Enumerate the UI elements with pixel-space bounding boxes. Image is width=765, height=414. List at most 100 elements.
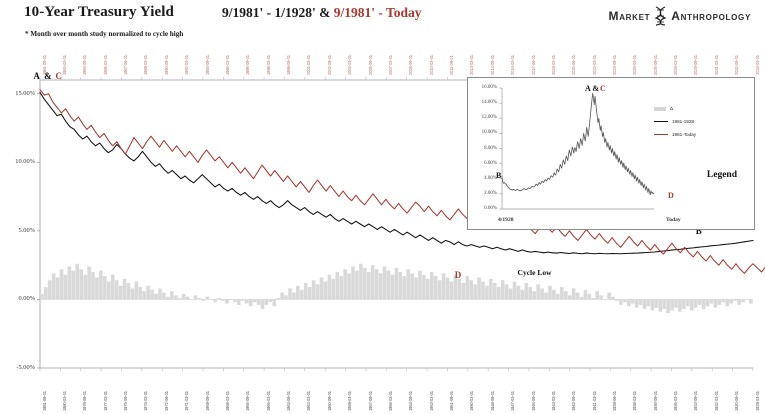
top-axis-tick-label: 1990-09-01 [163, 55, 169, 75]
bottom-axis-tick-label: 1975-09-01 [123, 391, 129, 411]
top-axis-tick-label: 2011-09-01 [449, 55, 455, 75]
top-axis-tick-label: 2013-03-01 [469, 55, 475, 75]
inset-series-line [501, 92, 655, 196]
page-title: 10-Year Treasury Yield [24, 4, 174, 20]
top-axis-tick-label: 2017-09-01 [530, 55, 536, 75]
inset-y-axis-label: 10.00% [481, 130, 497, 136]
brand-logo: Market Anthropology [609, 6, 752, 26]
bottom-axis-tick-label: 1977-03-01 [102, 391, 108, 411]
legend-swatch-line-black-icon [654, 121, 668, 122]
bottom-axis-tick-label: 1962-03-01 [306, 391, 312, 411]
top-axis-tick-label: 2019-03-01 [550, 55, 556, 75]
top-axis-tick-label: 2034-03-01 [754, 55, 760, 75]
annotation-d: D [454, 269, 462, 280]
footnote: * Month over month study normalized to c… [25, 30, 184, 38]
bottom-axis-tick-label: 1980-03-01 [61, 391, 67, 411]
inset-y-axis-label: 2.00% [484, 190, 497, 196]
inset-annotation-b: B [496, 171, 502, 180]
legend-label-1981-1928: 1981-1928 [672, 119, 694, 124]
bottom-axis-tick-label: 1939-09-01 [612, 391, 617, 411]
legend-item-delta: Δ [654, 102, 746, 115]
delta-bars-series [40, 263, 753, 314]
legend-label-delta: Δ [670, 106, 674, 111]
y-axis-label: -5.00% [16, 364, 35, 371]
top-axis-tick-label: 2014-09-01 [489, 55, 495, 75]
bottom-axis-tick-label: 1950-03-01 [469, 391, 475, 411]
bottom-axis-tick-label: 1972-09-01 [163, 391, 169, 411]
annotation-c: C [55, 71, 63, 82]
legend-item-1981-1928: 1981-1928 [654, 115, 746, 128]
inset-y-axis-label: 6.00% [484, 160, 497, 166]
bottom-axis-tick-label: 1936-09-01 [652, 391, 658, 411]
inset-y-axis-label: 12.00% [481, 115, 497, 121]
top-axis-tick-label: 2004-03-01 [347, 55, 353, 75]
bottom-axis-tick-label: 1957-09-01 [367, 391, 373, 411]
inset-x-start-label: 4/1928 [498, 217, 514, 223]
legend-label-1981-today: 1981-Today [672, 132, 697, 137]
top-axis-tick-label: 2025-03-01 [632, 55, 638, 75]
annotation-a: A [33, 71, 40, 82]
top-axis-tick-label: 1998-03-01 [265, 55, 271, 75]
top-axis-tick-label: 1992-03-01 [184, 55, 190, 75]
bottom-axis-tick-label: 1935-03-01 [673, 391, 679, 411]
bottom-axis-tick-label: 1944-03-01 [550, 391, 556, 411]
legend-swatch-line-red-icon [654, 134, 668, 135]
bottom-axis-tick-label: 1956-03-01 [387, 391, 393, 411]
bottom-axis-tick-label: 1978-09-01 [82, 391, 88, 411]
bottom-axis-tick-label: 1960-09-01 [326, 391, 332, 411]
bottom-axis-tick-label: 1929-03-01 [754, 391, 760, 411]
top-axis-tick-label: 2029-09-01 [693, 55, 699, 75]
top-axis-tick-label: 2031-03-01 [713, 55, 719, 75]
y-axis-label: 5.00% [18, 226, 35, 234]
top-axis-tick-label: 2007-03-01 [387, 55, 393, 75]
bottom-axis-tick-label: 1933-09-01 [693, 391, 699, 411]
inset-annotation-a: A & [585, 84, 599, 93]
bottom-axis-tick-label: 1932-03-01 [713, 391, 719, 411]
bottom-axis-tick-label: 1945-09-01 [530, 391, 536, 411]
inset-annotation-d: D [668, 191, 674, 200]
bottom-axis-tick-label: 1963-09-01 [286, 391, 292, 411]
bottom-axis-tick-label: 1959-03-01 [347, 391, 353, 411]
inset-chart-panel: 16.00% 14.00% 12.00% 10.00% 8.00% 6.00% 4.00% 2… [467, 77, 755, 230]
bottom-axis-tick-label: 1953-03-01 [428, 391, 434, 411]
bottom-axis-tick-label: 1930-09-01 [734, 391, 740, 411]
subtitle-red-part: 9/1981' - Today [333, 5, 422, 20]
bottom-axis-tick-label: 1968-03-01 [224, 391, 230, 411]
top-axis-tick-label: 2026-09-01 [652, 55, 658, 75]
legend-title: Legend [706, 170, 737, 180]
y-axis-label: 10.00% [15, 158, 35, 166]
top-axis-tick-label: 2005-09-01 [367, 55, 373, 75]
y-axis-label: 0.00% [18, 295, 35, 303]
bottom-axis-tick-label: 1947-03-01 [510, 391, 516, 411]
bottom-axis-tick-label: 1981-09-01 [41, 391, 47, 411]
top-axis-tick-label: 2002-09-01 [326, 55, 332, 75]
bottom-axis-tick-label: 1974-03-01 [143, 391, 149, 411]
dna-helix-icon [654, 6, 667, 26]
bottom-axis-tick-label: 1954-09-01 [408, 391, 414, 411]
top-axis-tick-label: 1987-09-01 [123, 55, 129, 75]
top-axis-tick-label: 1989-03-01 [143, 55, 149, 75]
inset-y-axis-label: 4.00% [484, 175, 497, 181]
annotation-cycle-low: Cycle Low [517, 267, 552, 277]
inset-y-axis-label: 14.00% [481, 100, 497, 106]
bottom-axis-tick-label: 1969-09-01 [204, 391, 210, 411]
top-axis-tick-label: 2023-09-01 [612, 55, 617, 75]
legend-swatch-area-icon [654, 106, 666, 111]
top-axis-tick-label: 2008-09-01 [408, 55, 414, 75]
top-axis-tick-label: 1999-09-01 [286, 55, 292, 75]
page-subtitle: 9/1981' - 1/1928' & 9/1981' - Today [222, 5, 422, 21]
logo-text-anthropology: Anthropology [671, 9, 751, 23]
bottom-axis-tick-label: 1971-03-01 [184, 391, 190, 411]
top-axis-tick-label: 1984-09-01 [82, 55, 88, 75]
inset-x-end-label: Today [666, 217, 681, 223]
top-axis-tick-label: 1996-09-01 [245, 55, 251, 75]
legend-item-1981-today: 1981-Today [654, 128, 746, 141]
inset-y-axis-label: 8.00% [484, 145, 497, 151]
inset-y-axis-label: 16.00% [481, 85, 497, 90]
inset-axes [499, 87, 654, 210]
top-axis-tick-label: 2032-09-01 [734, 55, 740, 75]
y-axis-label: 15.00% [15, 89, 35, 97]
bottom-axis-tick-label: 1965-03-01 [265, 391, 271, 411]
top-axis-tick-label: 2016-03-01 [510, 55, 516, 75]
